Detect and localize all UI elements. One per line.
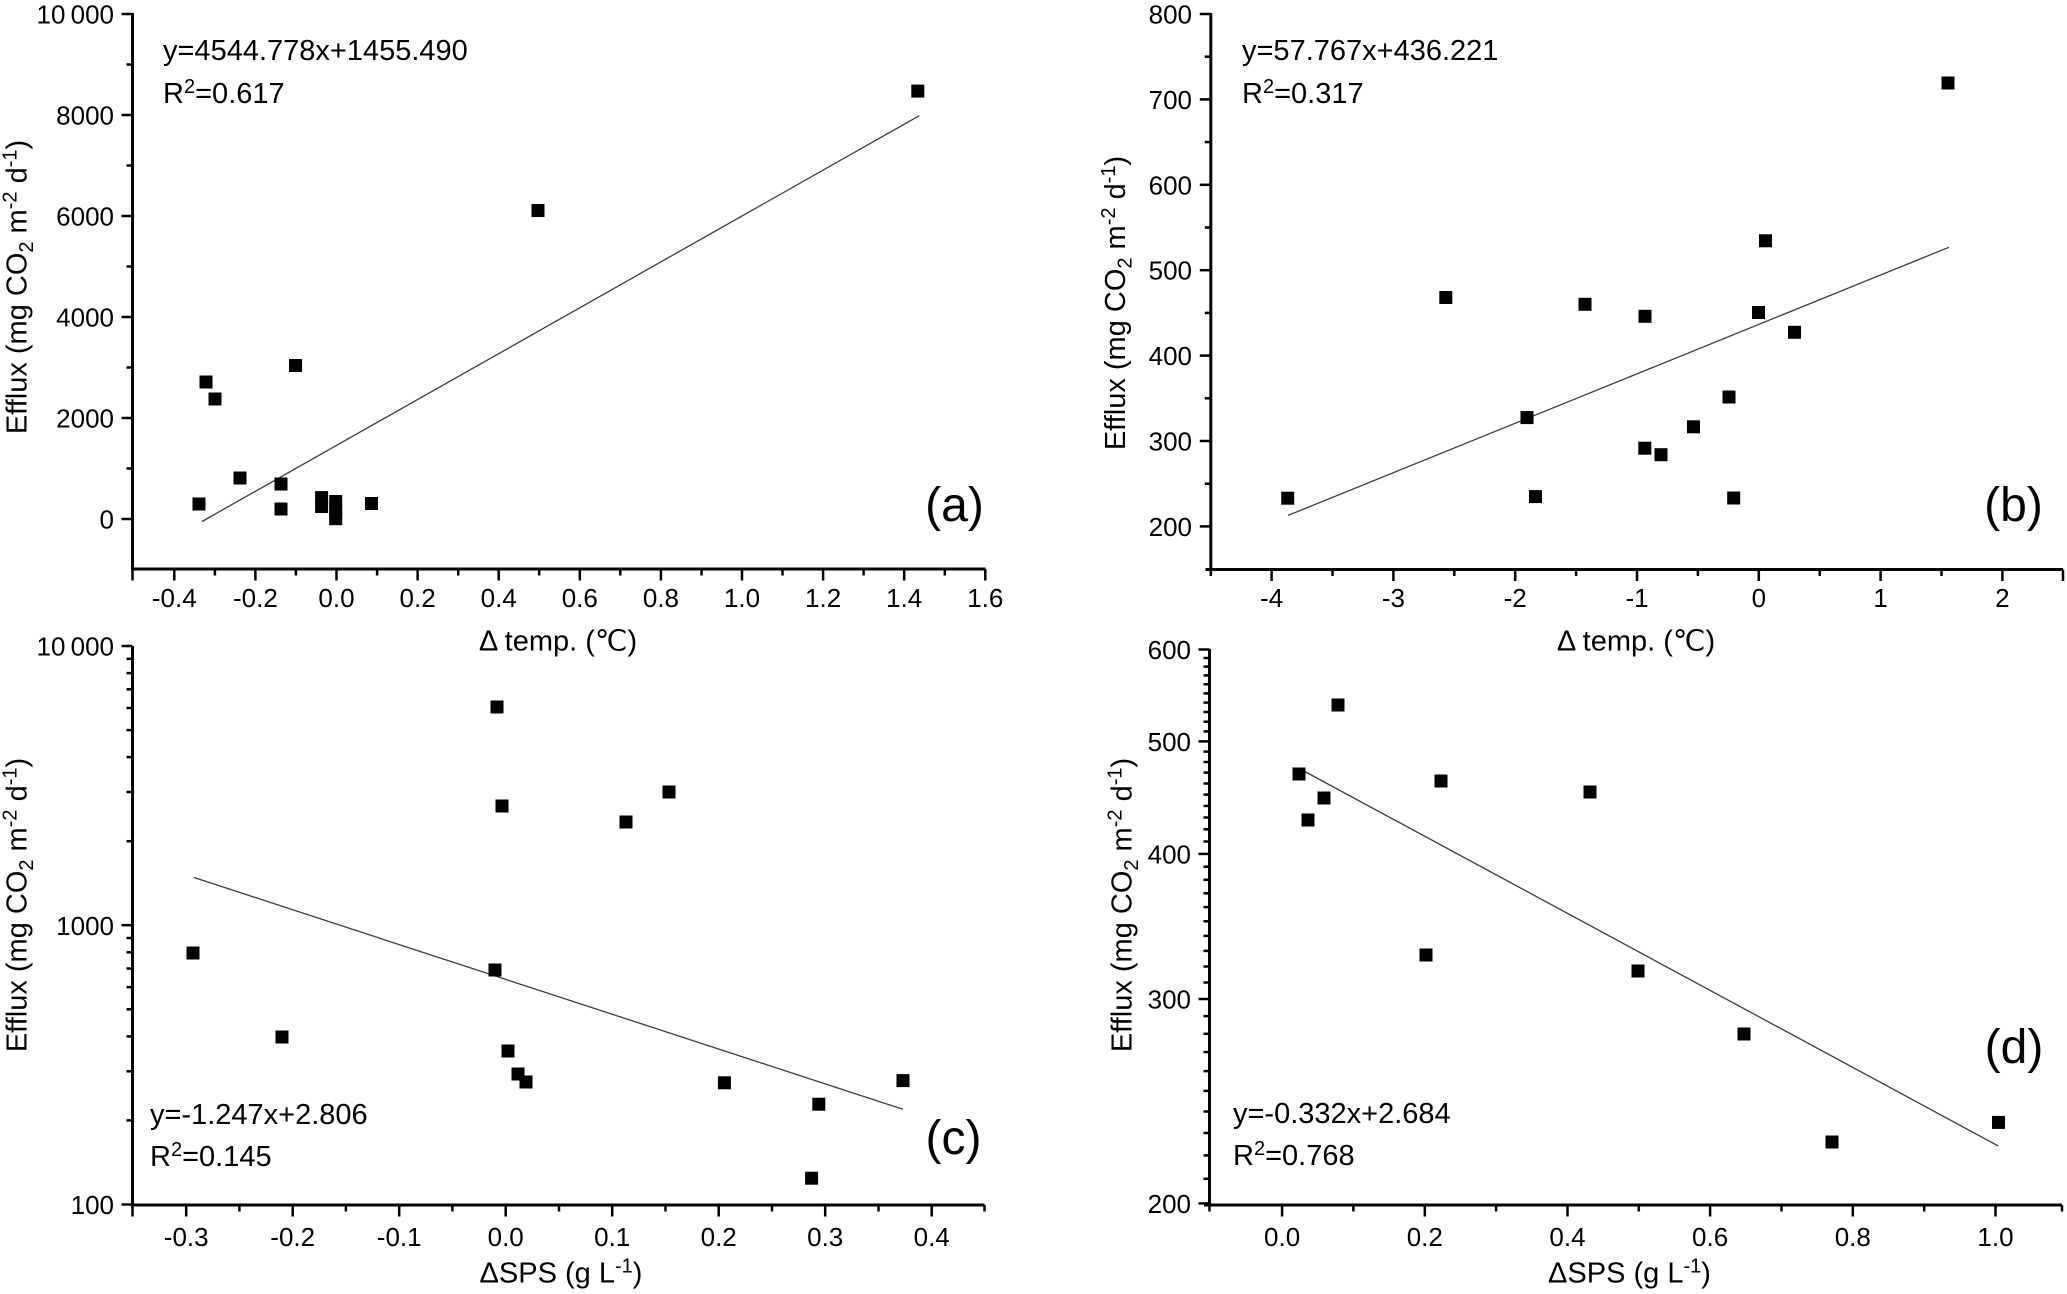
svg-text:700: 700 — [1149, 85, 1192, 115]
svg-text:2: 2 — [1995, 583, 2009, 613]
svg-text:0.3: 0.3 — [807, 1222, 843, 1252]
svg-text:ΔSPS (g L-1): ΔSPS (g L-1) — [480, 1256, 643, 1290]
svg-text:Δ temp. (℃): Δ temp. (℃) — [479, 626, 637, 658]
svg-text:0.1: 0.1 — [594, 1222, 630, 1252]
svg-text:ΔSPS (g L-1): ΔSPS (g L-1) — [1548, 1256, 1711, 1290]
svg-text:200: 200 — [1149, 512, 1192, 542]
svg-text:y=4544.778x+1455.490: y=4544.778x+1455.490 — [163, 35, 468, 67]
svg-text:0.8: 0.8 — [643, 583, 679, 613]
svg-text:0.0: 0.0 — [488, 1222, 524, 1252]
svg-text:0: 0 — [1752, 583, 1766, 613]
svg-text:1.2: 1.2 — [805, 583, 841, 613]
svg-text:Efflux (mg CO2 m-2 d-1): Efflux (mg CO2 m-2 d-1) — [0, 758, 38, 1052]
svg-text:1000: 1000 — [56, 911, 114, 941]
svg-text:-0.3: -0.3 — [164, 1222, 209, 1252]
svg-text:1.4: 1.4 — [886, 583, 922, 613]
svg-text:0.6: 0.6 — [1692, 1222, 1728, 1252]
svg-text:-0.2: -0.2 — [233, 583, 278, 613]
svg-text:R2=0.145: R2=0.145 — [150, 1139, 272, 1173]
svg-text:0.2: 0.2 — [400, 583, 436, 613]
svg-text:0.4: 0.4 — [481, 583, 517, 613]
svg-text:1: 1 — [1873, 583, 1887, 613]
svg-text:y=-1.247x+2.806: y=-1.247x+2.806 — [150, 1099, 368, 1131]
svg-text:800: 800 — [1149, 0, 1192, 30]
svg-text:400: 400 — [1149, 341, 1192, 371]
svg-text:600: 600 — [1148, 635, 1191, 665]
svg-text:600: 600 — [1149, 170, 1192, 200]
svg-text:R2=0.317: R2=0.317 — [1242, 76, 1364, 110]
svg-text:6000: 6000 — [56, 202, 114, 232]
svg-text:-2: -2 — [1504, 583, 1527, 613]
svg-text:300: 300 — [1148, 985, 1191, 1015]
svg-text:10 000: 10 000 — [36, 0, 114, 30]
svg-text:0.6: 0.6 — [562, 583, 598, 613]
svg-text:-1: -1 — [1625, 583, 1648, 613]
svg-text:(d): (d) — [1985, 1021, 2044, 1074]
svg-text:R2=0.617: R2=0.617 — [163, 76, 285, 110]
svg-text:Δ temp. (℃): Δ temp. (℃) — [1557, 626, 1715, 658]
svg-text:(b): (b) — [1984, 479, 2043, 532]
svg-text:Efflux (mg CO2 m-2 d-1): Efflux (mg CO2 m-2 d-1) — [0, 140, 38, 434]
svg-text:4000: 4000 — [56, 303, 114, 333]
svg-text:8000: 8000 — [56, 101, 114, 131]
svg-text:0.0: 0.0 — [1264, 1222, 1300, 1252]
svg-text:-0.2: -0.2 — [270, 1222, 315, 1252]
svg-text:0.2: 0.2 — [701, 1222, 737, 1252]
svg-text:y=-0.332x+2.684: y=-0.332x+2.684 — [1233, 1098, 1451, 1130]
svg-text:-4: -4 — [1260, 583, 1283, 613]
svg-text:300: 300 — [1149, 427, 1192, 457]
svg-text:0.8: 0.8 — [1835, 1222, 1871, 1252]
svg-text:1.6: 1.6 — [967, 583, 1003, 613]
svg-text:Efflux (mg CO2 m-2 d-1): Efflux (mg CO2 m-2 d-1) — [1098, 156, 1137, 450]
svg-text:(c): (c) — [926, 1112, 982, 1165]
svg-text:0: 0 — [100, 505, 114, 535]
svg-text:0.4: 0.4 — [1549, 1222, 1585, 1252]
svg-text:0.4: 0.4 — [914, 1222, 950, 1252]
svg-text:100: 100 — [71, 1190, 114, 1220]
svg-text:2000: 2000 — [56, 404, 114, 434]
svg-text:Efflux (mg CO2 m-2 d-1): Efflux (mg CO2 m-2 d-1) — [1105, 758, 1144, 1052]
svg-text:500: 500 — [1148, 727, 1191, 757]
svg-text:1.0: 1.0 — [724, 583, 760, 613]
svg-text:0.0: 0.0 — [318, 583, 354, 613]
svg-text:R2=0.768: R2=0.768 — [1233, 1138, 1355, 1172]
svg-text:(a): (a) — [925, 479, 984, 532]
svg-text:-3: -3 — [1382, 583, 1405, 613]
svg-text:400: 400 — [1148, 839, 1191, 869]
svg-text:y=57.767x+436.221: y=57.767x+436.221 — [1242, 35, 1498, 67]
svg-text:-0.4: -0.4 — [152, 583, 197, 613]
svg-text:0.2: 0.2 — [1407, 1222, 1443, 1252]
svg-text:10 000: 10 000 — [36, 632, 114, 662]
svg-text:200: 200 — [1148, 1189, 1191, 1219]
svg-text:500: 500 — [1149, 256, 1192, 286]
svg-text:-0.1: -0.1 — [377, 1222, 422, 1252]
svg-text:1.0: 1.0 — [1977, 1222, 2013, 1252]
